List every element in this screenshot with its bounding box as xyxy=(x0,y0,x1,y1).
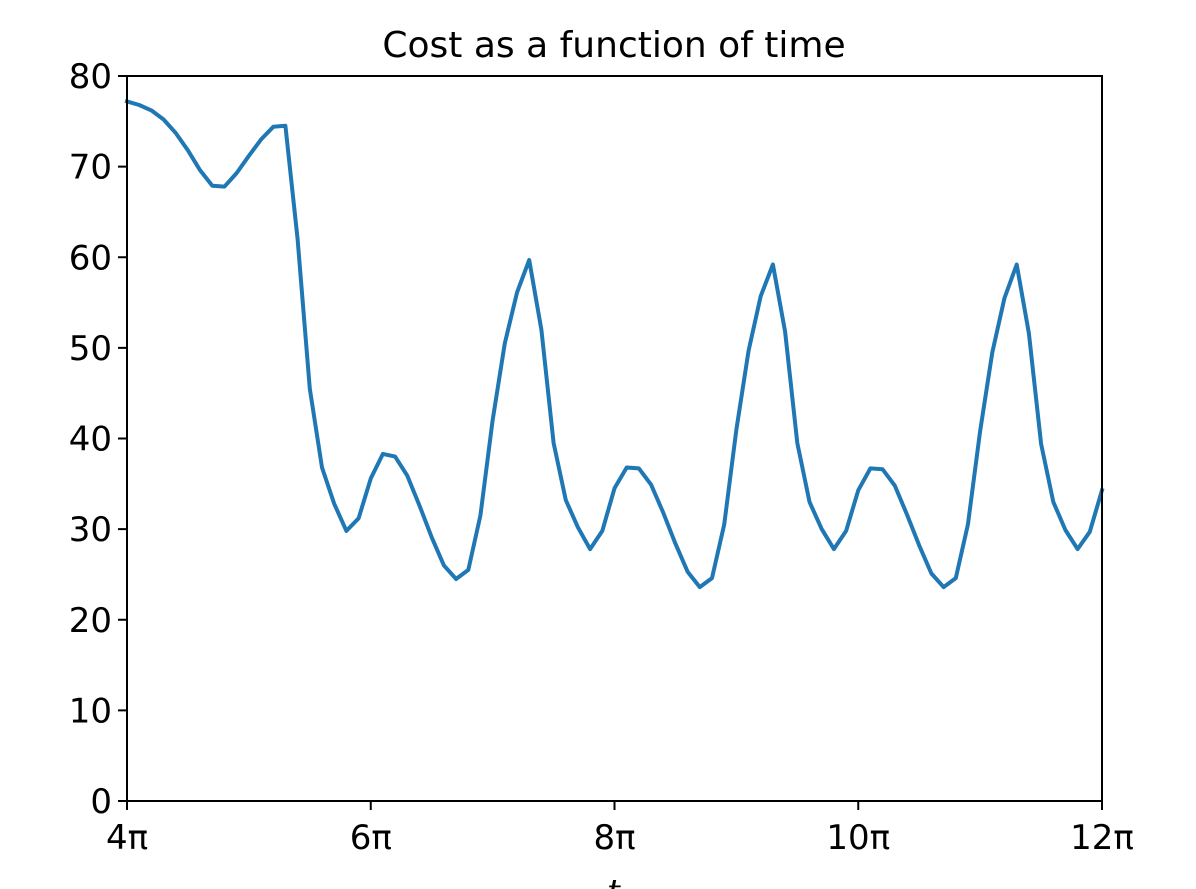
x-tick-label: 4π xyxy=(106,818,148,858)
x-axis-label: t xyxy=(607,872,621,889)
x-tick-label: 10π xyxy=(826,818,890,858)
y-tick-label: 70 xyxy=(69,148,112,188)
y-tick-label: 0 xyxy=(90,782,112,822)
x-axis-ticks: 4π 6π 8π 10π 12π xyxy=(106,801,1134,858)
series-layer xyxy=(124,98,1105,590)
y-tick-label: 20 xyxy=(69,601,112,641)
y-tick-label: 50 xyxy=(69,329,112,369)
plot-frame xyxy=(126,75,1103,802)
x-tick-label: 12π xyxy=(1070,818,1134,858)
y-tick-label: 30 xyxy=(69,510,112,550)
series-line xyxy=(124,98,1105,590)
y-tick-label: 60 xyxy=(69,238,112,278)
y-tick-label: 40 xyxy=(69,420,112,460)
chart-title: Cost as a function of time xyxy=(382,25,845,66)
x-tick-label: 8π xyxy=(593,818,635,858)
x-tick-label: 6π xyxy=(350,818,392,858)
y-tick-label: 10 xyxy=(69,691,112,731)
y-axis-ticks: 0 10 20 30 40 50 60 70 80 xyxy=(69,57,127,822)
y-tick-label: 80 xyxy=(69,57,112,97)
